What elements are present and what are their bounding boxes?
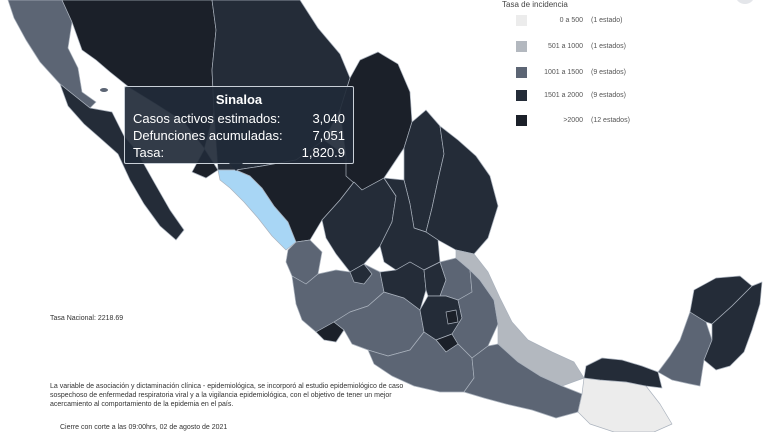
legend-swatch: [516, 14, 527, 26]
state-quintana-roo[interactable]: [703, 281, 763, 371]
legend-count: (9 estados): [591, 68, 627, 76]
tooltip-row: Casos activos estimados: 3,040: [133, 110, 345, 127]
legend-range: 0 a 500: [559, 16, 583, 24]
legend-range: 1501 a 2000: [544, 91, 583, 99]
tooltip-state-name: Sinaloa: [215, 92, 263, 107]
legend-swatch: [516, 89, 527, 101]
legend-swatch: [516, 40, 527, 52]
state-cdmx[interactable]: [445, 309, 459, 325]
national-rate: Tasa Nacional: 2218.69: [50, 315, 124, 322]
corner-button[interactable]: [735, 0, 755, 4]
tooltip-pointer: [229, 163, 243, 171]
state-campeche[interactable]: [657, 311, 713, 387]
tooltip-label: Tasa:: [133, 145, 165, 160]
state-aguascalientes[interactable]: [349, 263, 373, 285]
legend-count: (12 estados): [591, 116, 630, 124]
legend-swatch: [516, 66, 527, 78]
tooltip-row: Tasa: 1,820.9: [133, 144, 345, 161]
legend-count: (9 estados): [591, 91, 627, 99]
tooltip-value: 7,051: [312, 128, 345, 143]
legend: Tasa de incidencia 0 a 500 (1 estado) 50…: [502, 0, 742, 135]
tooltip-label: Defunciones acumuladas:: [133, 128, 283, 143]
legend-count: (1 estado): [591, 16, 623, 24]
tooltip-label: Casos activos estimados:: [133, 111, 281, 126]
legend-title: Tasa de incidencia: [502, 0, 568, 9]
tooltip-value: 1,820.9: [301, 145, 345, 160]
methodology-note: La variable de asociación y dictaminació…: [50, 383, 404, 408]
legend-count: (1 estados): [591, 42, 627, 50]
legend-item: 1501 a 2000 (9 estados): [516, 89, 626, 101]
legend-item: 0 a 500 (1 estado): [516, 14, 623, 26]
legend-range: 501 a 1000: [547, 42, 583, 50]
state-puebla[interactable]: [451, 269, 499, 359]
state-baja-california-sur[interactable]: [59, 83, 185, 241]
state-colima[interactable]: [315, 321, 345, 343]
legend-swatch: [516, 114, 527, 126]
legend-range: 1001 a 1500: [544, 68, 583, 76]
legend-item: 1001 a 1500 (9 estados): [516, 66, 626, 78]
tooltip-value: 3,040: [312, 111, 345, 126]
legend-item: >2000 (12 estados): [516, 114, 630, 126]
island-shape: [100, 88, 108, 92]
cutoff-date: Cierre con corte a las 09:00hrs, 02 de a…: [60, 424, 228, 431]
legend-range: >2000: [563, 116, 583, 124]
tooltip-row: Defunciones acumuladas: 7,051: [133, 127, 345, 144]
state-tooltip: Sinaloa Casos activos estimados: 3,040 D…: [124, 86, 354, 164]
legend-item: 501 a 1000 (1 estados): [516, 40, 626, 52]
